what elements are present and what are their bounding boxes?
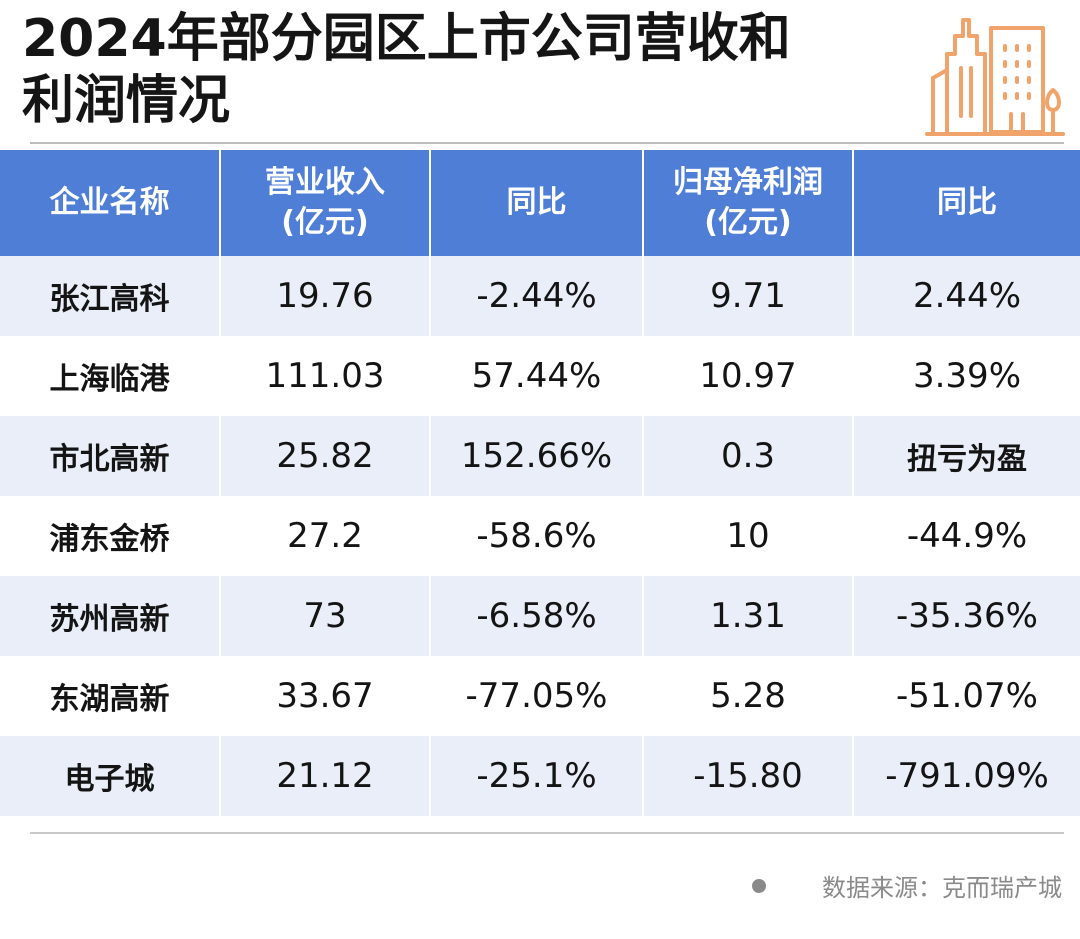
profit-yoy-value: -44.9%	[852, 496, 1080, 576]
profit-yoy-value: 2.44%	[852, 256, 1080, 336]
revenue-yoy-value: -2.44%	[429, 256, 643, 336]
company-name: 市北高新	[0, 416, 220, 496]
company-name: 上海临港	[0, 336, 220, 416]
header-revenue-yoy: 同比	[429, 150, 643, 256]
company-name: 苏州高新	[0, 576, 220, 656]
city-buildings-icon	[925, 18, 1065, 136]
table-row: 上海临港 111.03 57.44% 10.97 3.39%	[0, 336, 1080, 416]
revenue-yoy-value: -58.6%	[429, 496, 643, 576]
table-row: 张江高科 19.76 -2.44% 9.71 2.44%	[0, 256, 1080, 336]
revenue-value: 25.82	[219, 416, 430, 496]
profit-yoy-value: -35.36%	[852, 576, 1080, 656]
footer-divider	[30, 832, 1064, 834]
page-title: 2024年部分园区上市公司营收和 利润情况	[22, 8, 922, 132]
company-name: 电子城	[0, 736, 220, 816]
profit-yoy-value: -791.09%	[852, 736, 1080, 816]
header-profit-unit: (亿元)	[704, 205, 792, 240]
title-line-1: 2024年部分园区上市公司营收和	[22, 9, 791, 69]
header-revenue-label: 营业收入	[265, 165, 385, 200]
profit-value: 10.97	[642, 336, 853, 416]
profit-yoy-value: 3.39%	[852, 336, 1080, 416]
title-line-2: 利润情况	[22, 71, 231, 131]
source-text: 数据来源：克而瑞产城	[822, 874, 1062, 902]
header-profit-yoy-label: 同比	[937, 185, 997, 220]
data-table: 企业名称 营业收入 (亿元) 同比 归母净利润 (亿元) 同比 张江高科 19.76…	[0, 150, 1080, 816]
header-revenue: 营业收入 (亿元)	[219, 150, 430, 256]
revenue-yoy-value: 57.44%	[429, 336, 643, 416]
source-note: 数据来源：克而瑞产城	[752, 868, 1062, 903]
bullet-dot-icon	[752, 878, 766, 893]
revenue-yoy-value: -25.1%	[429, 736, 643, 816]
revenue-yoy-value: -77.05%	[429, 656, 643, 736]
revenue-yoy-value: 152.66%	[429, 416, 643, 496]
table-row: 浦东金桥 27.2 -58.6% 10 -44.9%	[0, 496, 1080, 576]
title-divider	[30, 142, 1064, 144]
header-profit: 归母净利润 (亿元)	[642, 150, 853, 256]
table-row: 苏州高新 73 -6.58% 1.31 -35.36%	[0, 576, 1080, 656]
revenue-yoy-value: -6.58%	[429, 576, 643, 656]
profit-yoy-value: 扭亏为盈	[852, 416, 1080, 496]
header-profit-label: 归母净利润	[673, 165, 823, 200]
table-row: 东湖高新 33.67 -77.05% 5.28 -51.07%	[0, 656, 1080, 736]
revenue-value: 111.03	[219, 336, 430, 416]
table-header-row: 企业名称 营业收入 (亿元) 同比 归母净利润 (亿元) 同比	[0, 150, 1080, 256]
revenue-value: 27.2	[219, 496, 430, 576]
company-name: 东湖高新	[0, 656, 220, 736]
profit-value: 5.28	[642, 656, 853, 736]
revenue-value: 19.76	[219, 256, 430, 336]
table-row: 市北高新 25.82 152.66% 0.3 扭亏为盈	[0, 416, 1080, 496]
profit-value: 0.3	[642, 416, 853, 496]
header-company: 企业名称	[0, 150, 220, 256]
table-row: 电子城 21.12 -25.1% -15.80 -791.09%	[0, 736, 1080, 816]
company-name: 张江高科	[0, 256, 220, 336]
profit-value: 1.31	[642, 576, 853, 656]
header-revenue-unit: (亿元)	[281, 205, 369, 240]
header-company-label: 企业名称	[49, 185, 170, 220]
header-revenue-yoy-label: 同比	[506, 185, 567, 220]
revenue-value: 73	[219, 576, 430, 656]
profit-yoy-value: -51.07%	[852, 656, 1080, 736]
revenue-value: 33.67	[219, 656, 430, 736]
profit-value: -15.80	[642, 736, 853, 816]
revenue-value: 21.12	[219, 736, 430, 816]
profit-value: 9.71	[642, 256, 853, 336]
header-profit-yoy: 同比	[852, 150, 1080, 256]
company-name: 浦东金桥	[0, 496, 220, 576]
profit-value: 10	[642, 496, 853, 576]
